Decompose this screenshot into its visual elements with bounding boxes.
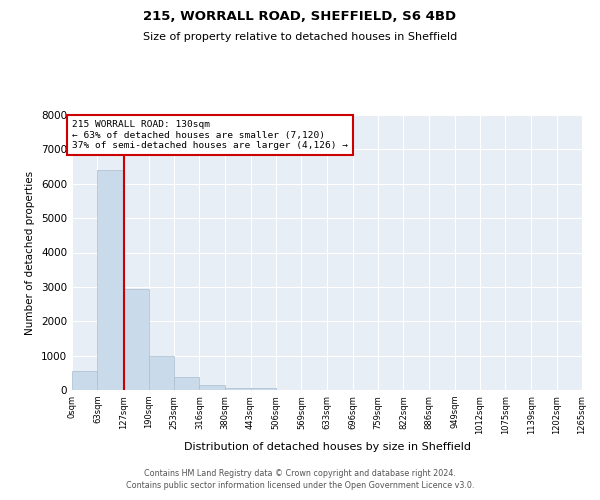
Y-axis label: Number of detached properties: Number of detached properties [25,170,35,334]
Text: Size of property relative to detached houses in Sheffield: Size of property relative to detached ho… [143,32,457,42]
Text: 215, WORRALL ROAD, SHEFFIELD, S6 4BD: 215, WORRALL ROAD, SHEFFIELD, S6 4BD [143,10,457,23]
Bar [97,170,123,390]
Bar [251,388,276,390]
Bar [174,378,199,390]
Bar [123,288,149,390]
Text: 215 WORRALL ROAD: 130sqm
← 63% of detached houses are smaller (7,120)
37% of sem: 215 WORRALL ROAD: 130sqm ← 63% of detach… [72,120,348,150]
Bar [149,356,174,390]
Text: Contains HM Land Registry data © Crown copyright and database right 2024.
Contai: Contains HM Land Registry data © Crown c… [126,468,474,490]
X-axis label: Distribution of detached houses by size in Sheffield: Distribution of detached houses by size … [184,442,470,452]
Bar [72,371,97,390]
Bar [199,384,225,390]
Bar [225,388,251,390]
